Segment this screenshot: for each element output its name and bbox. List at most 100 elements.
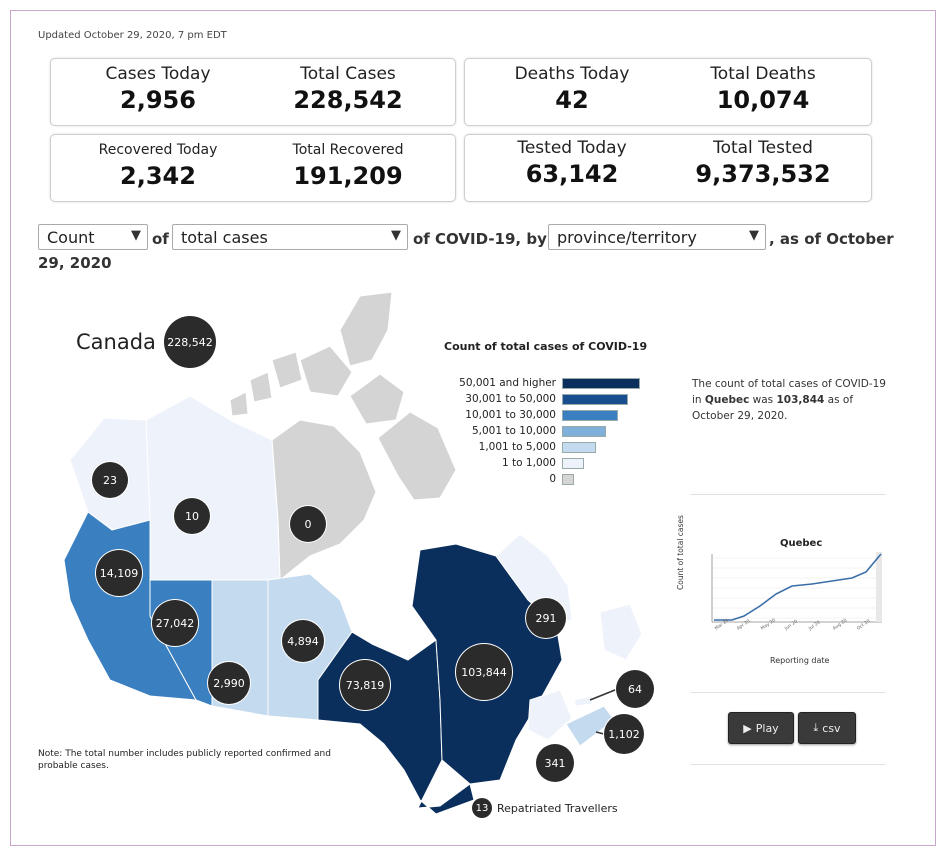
map-note: Note: The total number includes publicly…: [38, 749, 331, 771]
total-recovered-value: 191,209: [293, 162, 403, 190]
legend-item-label: 30,001 to 50,000: [465, 393, 556, 405]
nl-bubble[interactable]: 291: [526, 598, 566, 638]
arctic-islands-shape: [339, 291, 393, 367]
arctic-islands-shape: [271, 351, 303, 389]
deaths-today-stat: Deaths Today 42: [474, 64, 670, 114]
pei-bubble[interactable]: 64: [616, 670, 654, 708]
arctic-islands-shape: [249, 371, 273, 403]
play-button[interactable]: ▶ Play: [728, 712, 794, 744]
updated-timestamp: Updated October 29, 2020, 7 pm EDT: [38, 30, 227, 41]
legend-color-bar: [562, 474, 574, 485]
legend-item-label: 0: [549, 473, 556, 485]
svg-text:Aug 20: Aug 20: [832, 618, 849, 632]
legend-color-bar: [562, 394, 628, 405]
legend-item: 30,001 to 50,000: [400, 393, 628, 406]
legend-item-label: 1,001 to 5,000: [478, 441, 556, 453]
recovered-today-label: Recovered Today: [98, 142, 218, 158]
legend-item: 5,001 to 10,000: [400, 425, 606, 438]
legend-color-bar: [562, 378, 640, 389]
ns-bubble[interactable]: 1,102: [604, 714, 644, 754]
mini-chart-xlabel: Reporting date: [770, 656, 830, 665]
baffin-island-shape: [377, 411, 457, 501]
total-cases-label: Total Cases: [300, 64, 396, 84]
nwt-bubble[interactable]: 10: [174, 498, 210, 534]
geo-select[interactable]: province/territory ▼: [548, 224, 766, 250]
total-recovered-stat: Total Recovered 191,209: [250, 142, 446, 190]
bc-shape: [63, 511, 197, 701]
pei-shape: [573, 695, 593, 707]
deaths-today-value: 42: [555, 86, 589, 114]
download-icon: ⤓: [813, 721, 819, 734]
legend-item-label: 1 to 1,000: [502, 457, 556, 469]
deaths-today-label: Deaths Today: [514, 64, 630, 84]
legend-item-label: 5,001 to 10,000: [471, 425, 556, 437]
nb-bubble[interactable]: 341: [536, 744, 574, 782]
legend-item-label: 50,001 and higher: [459, 377, 556, 389]
arctic-islands-shape: [349, 373, 405, 425]
nwt-shape: [145, 395, 281, 581]
cases-today-label: Cases Today: [105, 64, 211, 84]
measure-select-value: Count: [47, 228, 95, 247]
mini-chart-ylabel: Count of total cases: [676, 515, 685, 590]
of-covid-text: of COVID-19, by: [413, 230, 547, 248]
legend-color-bar: [562, 410, 618, 421]
total-deaths-value: 10,074: [716, 86, 810, 114]
description-pre: The count of total cases of COVID-19 in: [692, 378, 886, 406]
yukon-bubble[interactable]: 23: [92, 462, 128, 498]
divider: [690, 764, 886, 765]
repatriated-bubble[interactable]: 13: [472, 798, 492, 818]
cases-stat-card: [50, 58, 456, 126]
description-mid: was: [749, 394, 777, 406]
nb-shape: [527, 689, 573, 741]
manitoba-bubble[interactable]: 4,894: [282, 620, 324, 662]
recovered-stat-card: [50, 134, 456, 202]
ontario-bubble[interactable]: 73,819: [340, 660, 390, 710]
legend-item: 50,001 and higher: [400, 377, 640, 390]
deaths-stat-card: [464, 58, 872, 126]
ns-connector-line: [595, 731, 605, 735]
cases-today-value: 2,956: [120, 86, 196, 114]
description-post: as of October 29, 2020.: [692, 394, 854, 422]
recovered-today-stat: Recovered Today 2,342: [60, 142, 256, 190]
legend-item-label: 10,001 to 30,000: [465, 409, 556, 421]
nunavut-bubble[interactable]: 0: [290, 506, 326, 542]
legend-color-bar: [562, 442, 596, 453]
chevron-down-icon: ▼: [749, 228, 759, 243]
arctic-islands-shape: [299, 345, 353, 397]
legend-item: 1 to 1,000: [400, 457, 584, 470]
saskatchewan-bubble[interactable]: 2,990: [208, 662, 250, 704]
total-tested-value: 9,373,532: [695, 160, 831, 188]
legend-item: 0: [400, 473, 574, 486]
legend-color-bar: [562, 458, 584, 469]
bc-bubble[interactable]: 14,109: [96, 550, 142, 596]
alberta-bubble[interactable]: 27,042: [152, 600, 198, 646]
legend-color-bar: [562, 426, 606, 437]
legend-item: 10,001 to 30,000: [400, 409, 618, 422]
description-province: Quebec: [704, 394, 750, 406]
quebec-bubble[interactable]: 103,844: [456, 644, 512, 700]
geo-select-value: province/territory: [557, 228, 697, 247]
svg-text:Apr 20: Apr 20: [736, 618, 752, 632]
svg-text:Oct 20: Oct 20: [856, 618, 872, 632]
play-button-label: Play: [755, 721, 779, 735]
as-of-text: , as of October: [769, 230, 894, 248]
tested-today-stat: Tested Today 63,142: [474, 138, 670, 188]
total-tested-label: Total Tested: [713, 138, 813, 158]
svg-text:Jul 20: Jul 20: [807, 619, 822, 632]
svg-text:Jun 20: Jun 20: [783, 619, 799, 633]
measure-select[interactable]: Count ▼: [38, 224, 148, 250]
arctic-islands-shape: [229, 391, 249, 417]
tested-today-label: Tested Today: [517, 138, 627, 158]
metric-select[interactable]: total cases ▼: [172, 224, 408, 250]
repatriated-label: Repatriated Travellers: [497, 802, 618, 815]
legend-title: Count of total cases of COVID-19: [444, 340, 648, 353]
metric-select-value: total cases: [181, 228, 268, 247]
mini-chart: Mar 20 Apr 20 May 20 Jun 20 Jul 20 Aug 2…: [711, 552, 882, 633]
chevron-down-icon: ▼: [131, 228, 141, 243]
of-text: of: [152, 230, 169, 248]
nunavut-shape: [271, 419, 377, 581]
as-of-date-text: 29, 2020: [38, 254, 112, 272]
csv-download-button[interactable]: ⤓ csv: [798, 712, 856, 744]
svg-text:May 20: May 20: [760, 617, 777, 631]
